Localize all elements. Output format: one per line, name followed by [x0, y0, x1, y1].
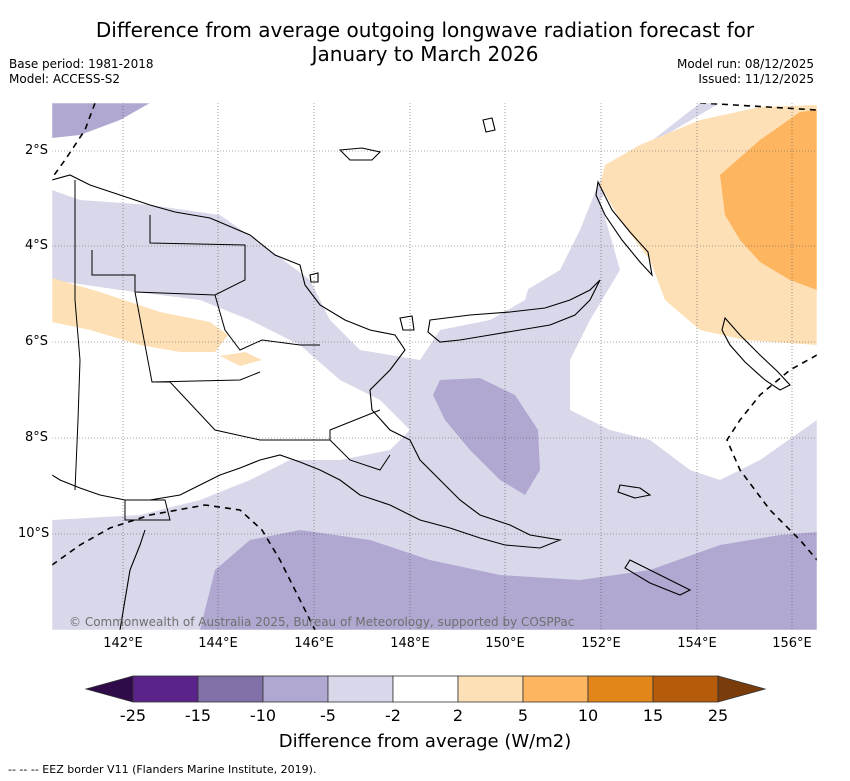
eez-border-south	[52, 504, 316, 630]
enhanced-convection-south	[200, 530, 817, 630]
islands-2	[399, 315, 415, 331]
eez-borders	[52, 103, 817, 630]
eez-border-nw	[52, 103, 96, 179]
gridlines	[52, 103, 817, 630]
y-tick-6s: 6°S	[24, 334, 48, 349]
colorbar-under-arrow	[84, 675, 134, 703]
chart-title: Difference from average outgoing longwav…	[0, 18, 850, 66]
model-name: Model: ACCESS-S2	[9, 72, 121, 86]
new-ireland-coast	[595, 180, 653, 277]
png-indonesia-border	[74, 180, 81, 491]
colorbar-label-6: 2	[452, 706, 464, 725]
x-tick-156e: 156°E	[772, 636, 812, 651]
new-britain-coast	[427, 279, 601, 343]
issued-date: Issued: 11/12/2025	[698, 72, 814, 86]
x-tick-146e: 146°E	[294, 636, 334, 651]
province-borders	[91, 215, 391, 521]
y-tick-2s: 2°S	[24, 143, 48, 158]
y-tick-4s: 4°S	[24, 238, 48, 253]
colorbar-label-4: -5	[320, 706, 336, 725]
eez-border-ne	[699, 103, 817, 111]
x-tick-148e: 148°E	[390, 636, 430, 651]
x-tick-144e: 144°E	[198, 636, 238, 651]
x-tick-152e: 152°E	[581, 636, 621, 651]
eez-border-se	[726, 354, 817, 561]
colorbar-label-10: 25	[707, 706, 729, 725]
colorbar-segment-8	[587, 675, 654, 703]
islands-3	[309, 272, 319, 283]
cape-york	[119, 529, 146, 630]
map-frame	[51, 102, 818, 631]
colorbar-label-8: 10	[577, 706, 599, 725]
suppressed-convection-west-2	[220, 352, 262, 366]
solomon-islands	[624, 559, 692, 596]
colorbar-segment-4	[327, 675, 394, 703]
manus-coast	[338, 147, 382, 161]
colorbar-label-7: 5	[517, 706, 529, 725]
x-tick-142e: 142°E	[103, 636, 143, 651]
strongly-suppressed-east	[720, 110, 817, 290]
borders	[74, 180, 391, 521]
base-period: Base period: 1981-2018	[9, 57, 154, 71]
x-tick-154e: 154°E	[677, 636, 717, 651]
colorbar-segment-7	[522, 675, 589, 703]
title-line-2: January to March 2026	[311, 42, 539, 66]
colorbar-segment-3	[262, 675, 329, 703]
enhanced-convection-central	[433, 378, 540, 495]
suppressed-convection-west	[52, 278, 228, 352]
colorbar-segment-9	[652, 675, 719, 703]
y-tick-8s: 8°S	[24, 430, 48, 445]
colorbar-label-1: -25	[119, 706, 147, 725]
map-panel	[52, 103, 817, 630]
new-guinea-coast	[52, 174, 563, 549]
enhanced-convection-nw	[52, 103, 150, 138]
d-entrecasteaux	[617, 484, 652, 499]
colorbar-segment-2	[197, 675, 264, 703]
colorbar-label-3: -10	[249, 706, 277, 725]
model-run: Model run: 08/12/2025	[676, 57, 814, 71]
title-line-1: Difference from average outgoing longwav…	[95, 18, 755, 42]
bougainville-coast	[721, 316, 791, 391]
coastlines	[52, 117, 791, 630]
colorbar-segment-5	[392, 675, 459, 703]
colorbar-segment-1	[132, 675, 199, 703]
colorbar-label-2: -15	[184, 706, 212, 725]
islands-1	[482, 117, 496, 133]
meta-right: Model run: 08/12/2025 Issued: 11/12/2025	[677, 57, 814, 87]
colorbar-title: Difference from average (W/m2)	[278, 731, 572, 752]
colorbar-label-5: -2	[385, 706, 401, 725]
x-tick-150e: 150°E	[485, 636, 525, 651]
colorbar	[84, 675, 767, 703]
y-tick-10s: 10°S	[18, 526, 50, 541]
meta-left: Base period: 1981-2018 Model: ACCESS-S2	[9, 57, 154, 87]
colorbar-label-9: 15	[642, 706, 664, 725]
eez-footnote: -- -- -- EEZ border V11 (Flanders Marine…	[8, 763, 317, 776]
colorbar-over-arrow	[717, 675, 767, 703]
copyright-notice: © Commonwealth of Australia 2025, Bureau…	[69, 615, 575, 629]
colorbar-segment-6	[457, 675, 524, 703]
